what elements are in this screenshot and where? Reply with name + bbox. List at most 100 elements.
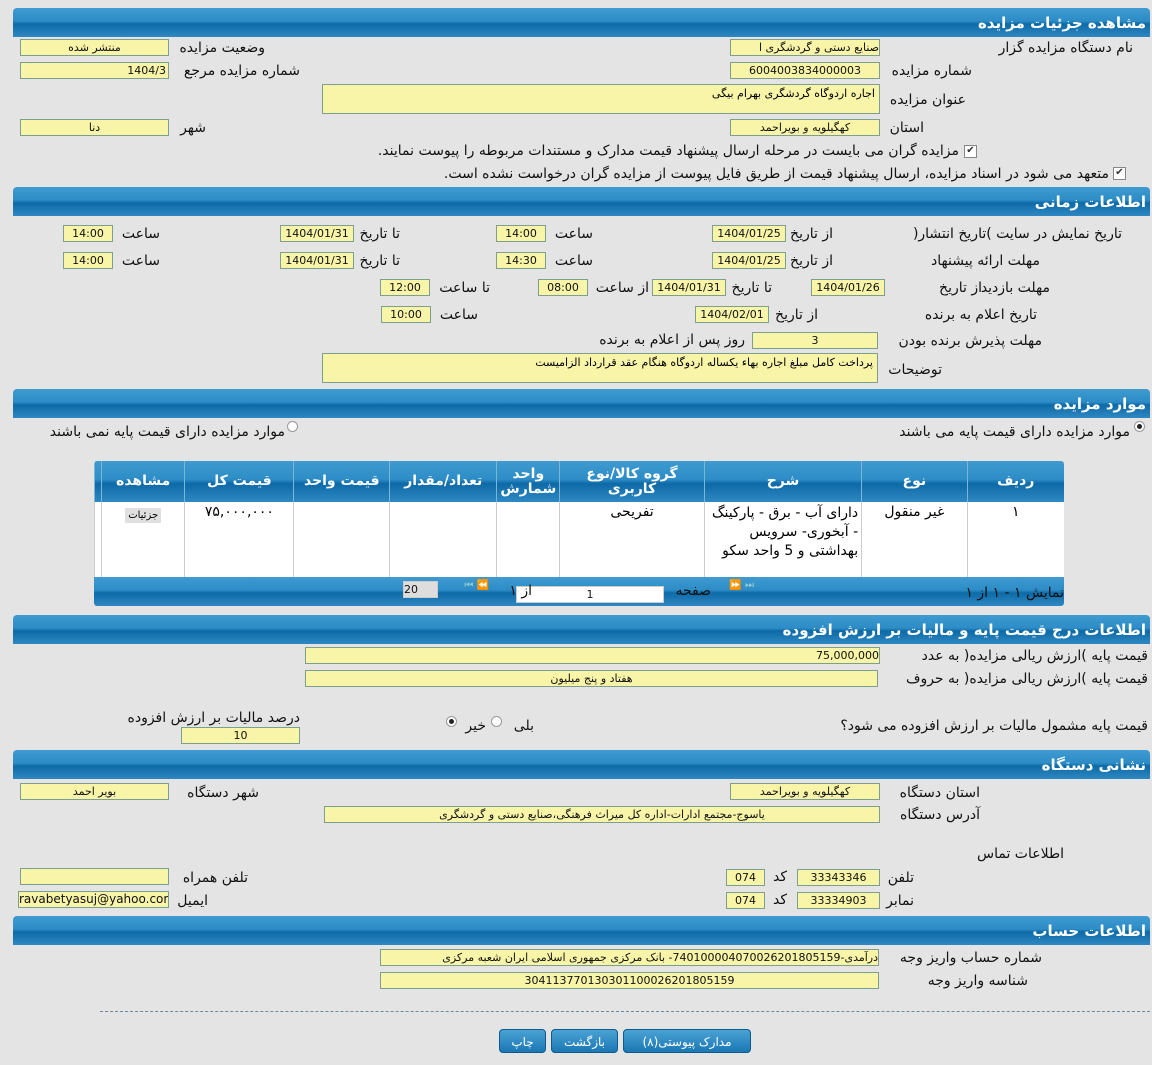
items-table: ردیف نوع شرح گروه کالا/نوع کاربری واحد ش… bbox=[94, 461, 1064, 606]
payment-id-field[interactable]: 304113770130301100026201805159 bbox=[380, 972, 879, 989]
radio-without-base-price[interactable] bbox=[287, 421, 298, 432]
org-label: نام دستگاه مزایده گزار bbox=[998, 40, 1133, 56]
base-price-number-field[interactable]: 75,000,000 bbox=[305, 647, 880, 664]
fax-field[interactable]: 33334903 bbox=[797, 892, 880, 909]
announce-time[interactable]: 10:00 bbox=[381, 306, 431, 323]
from-date-label: از تاریخ bbox=[790, 226, 833, 242]
email-field[interactable]: ravabetyasuj@yahoo.com bbox=[18, 891, 169, 908]
account-number-label: شماره حساب واریز وجه bbox=[899, 950, 1042, 966]
offer-from-time[interactable]: 14:30 bbox=[496, 252, 546, 269]
org-address-field[interactable]: یاسوج-مجتمع ادارات-اداره کل میراث فرهنگی… bbox=[324, 806, 880, 823]
page-size-field[interactable]: 20 bbox=[403, 581, 438, 598]
vat-percent-label: درصد مالیات بر ارزش افزوده bbox=[127, 710, 301, 726]
province-label: استان bbox=[889, 120, 924, 136]
display-from-date[interactable]: 1404/01/25 bbox=[712, 225, 786, 242]
col-total-price[interactable]: قیمت کل bbox=[184, 461, 294, 502]
section-header-pricing: اطلاعات درج قیمت پایه و مالیات بر ارزش ا… bbox=[13, 615, 1150, 644]
vat-yes-radio[interactable] bbox=[491, 716, 502, 727]
col-group[interactable]: گروه کالا/نوع کاربری bbox=[559, 461, 705, 502]
attach-docs-checkbox[interactable]: ✔ bbox=[964, 145, 977, 158]
phone-code-label: کد bbox=[772, 869, 787, 885]
announce-date[interactable]: 1404/02/01 bbox=[695, 306, 769, 323]
contact-info-title: اطلاعات تماس bbox=[977, 846, 1064, 862]
no-file-offer-text: متعهد می شود در اسناد مزایده، ارسال پیشن… bbox=[443, 166, 1109, 182]
attach-docs-text: مزایده گران می بایست در مرحله ارسال پیشن… bbox=[377, 143, 959, 159]
visit-from-time[interactable]: 08:00 bbox=[538, 279, 588, 296]
to-time-label: تا ساعت bbox=[439, 280, 490, 296]
cell-unit bbox=[496, 502, 560, 582]
org-city-label: شهر دستگاه bbox=[187, 785, 259, 801]
col-row[interactable]: ردیف bbox=[966, 461, 1064, 502]
cell-unit-price bbox=[293, 502, 390, 582]
col-quantity[interactable]: تعداد/مقدار bbox=[389, 461, 497, 502]
status-field[interactable]: منتشر شده bbox=[20, 39, 169, 56]
time-label: ساعت bbox=[439, 307, 478, 323]
mobile-field[interactable] bbox=[20, 868, 169, 885]
section-header-details: مشاهده جزئیات مزایده bbox=[13, 8, 1150, 37]
cell-view: جزئیات bbox=[100, 502, 185, 582]
accept-days-field[interactable]: 3 bbox=[752, 332, 878, 349]
vat-percent-field[interactable]: 10 bbox=[181, 727, 300, 744]
details-button[interactable]: جزئیات bbox=[125, 508, 162, 523]
visit-from-date[interactable]: 1404/01/26 bbox=[811, 279, 885, 296]
city-field[interactable]: دنا bbox=[20, 119, 169, 136]
phone-code-field[interactable]: 074 bbox=[726, 869, 765, 886]
subject-label: عنوان مزایده bbox=[889, 92, 966, 108]
visit-to-time[interactable]: 12:00 bbox=[380, 279, 430, 296]
number-label: شماره مزایده bbox=[891, 63, 972, 79]
col-unit-price[interactable]: قیمت واحد bbox=[293, 461, 390, 502]
radio-with-base-price[interactable] bbox=[1134, 421, 1145, 432]
pager-first-prev-icon[interactable]: ⏭ ⏩ bbox=[729, 580, 754, 591]
pager-next-last-icon[interactable]: ⏪ ⏮ bbox=[464, 580, 489, 591]
announce-date-label: تاریخ اعلام به برنده bbox=[924, 307, 1037, 323]
notes-field[interactable]: پرداخت کامل مبلغ اجاره بهاء یکساله اردوگ… bbox=[322, 353, 878, 383]
col-description[interactable]: شرح bbox=[703, 461, 862, 502]
from-date-label: از تاریخ bbox=[939, 280, 982, 296]
section-header-address: نشانی دستگاه bbox=[13, 750, 1150, 779]
base-price-words-label: قیمت پایه )ارزش ریالی مزایده( به حروف bbox=[905, 671, 1148, 687]
vat-question-label: قیمت پایه مشمول مالیات بر ارزش افزوده می… bbox=[840, 718, 1148, 734]
display-to-date[interactable]: 1404/01/31 bbox=[280, 225, 354, 242]
page-input[interactable]: 1 bbox=[516, 586, 664, 603]
col-type[interactable]: نوع bbox=[861, 461, 968, 502]
offer-from-date[interactable]: 1404/01/25 bbox=[712, 252, 786, 269]
with-base-price-label: موارد مزایده دارای قیمت پایه می باشند bbox=[899, 424, 1130, 440]
city-label: شهر bbox=[180, 120, 206, 136]
to-date-label: تا تاریخ bbox=[359, 226, 400, 242]
col-view[interactable]: مشاهده bbox=[100, 461, 185, 502]
vat-no-radio[interactable] bbox=[446, 716, 457, 727]
phone-field[interactable]: 33343346 bbox=[797, 869, 880, 886]
display-to-time[interactable]: 14:00 bbox=[63, 225, 113, 242]
visit-to-date[interactable]: 1404/01/31 bbox=[652, 279, 726, 296]
page-label: صفحه bbox=[675, 583, 711, 599]
subject-field[interactable]: اجاره اردوگاه گردشگری بهرام بیگی bbox=[322, 84, 880, 114]
attachments-button[interactable]: مدارک پیوستی(۸) bbox=[623, 1029, 751, 1053]
org-province-field[interactable]: کهگیلویه و بویراحمد bbox=[730, 783, 880, 800]
col-unit[interactable]: واحد شمارش bbox=[496, 461, 560, 502]
ref-number-field[interactable]: 1404/3 bbox=[20, 62, 169, 79]
org-city-field[interactable]: بویر احمد bbox=[20, 783, 169, 800]
back-button[interactable]: بازگشت bbox=[551, 1029, 618, 1053]
vat-yes-label: بلی bbox=[513, 718, 534, 734]
payment-id-label: شناسه واریز وجه bbox=[927, 973, 1028, 989]
table-row: ۱ غیر منقول دارای آب - برق - پارکینگ - آ… bbox=[94, 502, 1064, 582]
display-from-time[interactable]: 14:00 bbox=[496, 225, 546, 242]
province-field[interactable]: کهگیلویه و بویراحمد bbox=[730, 119, 880, 136]
offer-to-time[interactable]: 14:00 bbox=[63, 252, 113, 269]
org-address-label: آدرس دستگاه bbox=[900, 807, 980, 823]
number-field[interactable]: 6004003834000003 bbox=[730, 62, 880, 79]
offer-to-date[interactable]: 1404/01/31 bbox=[280, 252, 354, 269]
from-time-label: از ساعت bbox=[595, 280, 649, 296]
cell-row: ۱ bbox=[966, 502, 1064, 582]
offer-deadline-label: مهلت ارائه پیشنهاد bbox=[931, 253, 1040, 269]
print-button[interactable]: چاپ bbox=[499, 1029, 546, 1053]
org-field[interactable]: صنایع دستی و گردشگری ا bbox=[730, 39, 880, 56]
to-date-label: تا تاریخ bbox=[731, 280, 772, 296]
base-price-words-field[interactable]: هفتاد و پنج میلیون bbox=[305, 670, 878, 687]
fax-code-field[interactable]: 074 bbox=[726, 892, 765, 909]
section-header-timing: اطلاعات زمانی bbox=[13, 187, 1150, 216]
account-number-field[interactable]: درآمدی-740100004070026201805159- بانک مر… bbox=[380, 949, 879, 966]
no-file-offer-checkbox[interactable]: ✔ bbox=[1113, 167, 1126, 180]
cell-total-price: ۷۵,۰۰۰,۰۰۰ bbox=[184, 502, 294, 582]
